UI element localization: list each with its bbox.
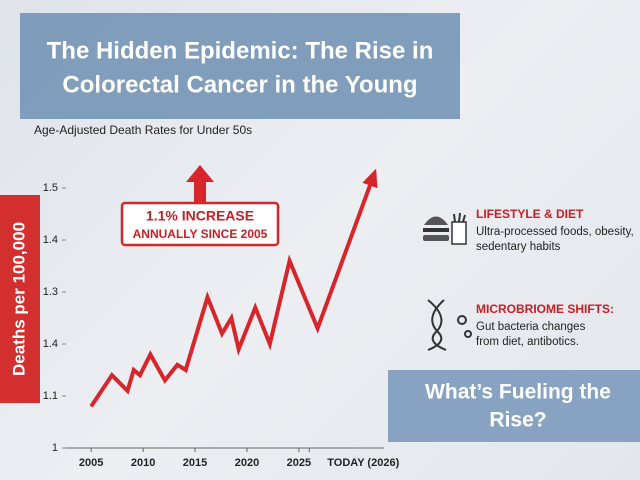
y-tick-label: 1 xyxy=(52,442,58,454)
annotation-arrow xyxy=(186,165,214,202)
chart-subtitle: Age-Adjusted Death Rates for Under 50s xyxy=(34,123,252,137)
x-tick-label: 2005 xyxy=(79,457,103,469)
x-tick-label: 2015 xyxy=(183,457,207,469)
y-tick-label: 1.5 xyxy=(43,182,58,194)
callout-text: sedentary habits xyxy=(476,241,561,253)
panel-title: What’s Fueling the xyxy=(425,381,611,404)
panel-title: Rise? xyxy=(489,409,546,432)
data-line xyxy=(89,171,377,408)
x-tick-label: 2010 xyxy=(131,457,155,469)
callout-text: Gut bacteria changes xyxy=(476,321,586,333)
x-tick-label: TODAY (2026) xyxy=(327,457,399,469)
x-tick-label: 2025 xyxy=(287,457,311,469)
y-label-box xyxy=(0,195,40,403)
annotation-box xyxy=(120,201,280,247)
title-box xyxy=(20,13,460,119)
panel-box xyxy=(388,370,640,442)
y-tick-label: 1.4 xyxy=(43,338,58,350)
y-axis-label: Deaths per 100,000 xyxy=(9,222,28,376)
callout-text: from diet, antibotics. xyxy=(476,336,579,348)
y-tick-label: 1.3 xyxy=(43,286,58,298)
callout-title: MICROBRIOME SHIFTS: xyxy=(476,302,614,316)
burger-icon xyxy=(423,212,467,245)
annotation: 1.1% INCREASE xyxy=(146,208,254,224)
y-tick-label: 1.4 xyxy=(43,234,58,246)
x-tick-label: 2020 xyxy=(235,457,259,469)
chart-title: Colorectal Cancer in the Young xyxy=(62,71,417,98)
chart-title: The Hidden Epidemic: The Rise in xyxy=(47,37,434,64)
callout-text: Ultra-processed foods, obesity, xyxy=(476,226,634,238)
line-arrowhead xyxy=(362,168,378,189)
y-tick-label: 1.1 xyxy=(43,390,58,402)
dna-icon xyxy=(427,299,472,351)
annotation: ANNUALLY SINCE 2005 xyxy=(133,227,268,241)
callout-title: LIFESTYLE & DIET xyxy=(476,207,584,221)
